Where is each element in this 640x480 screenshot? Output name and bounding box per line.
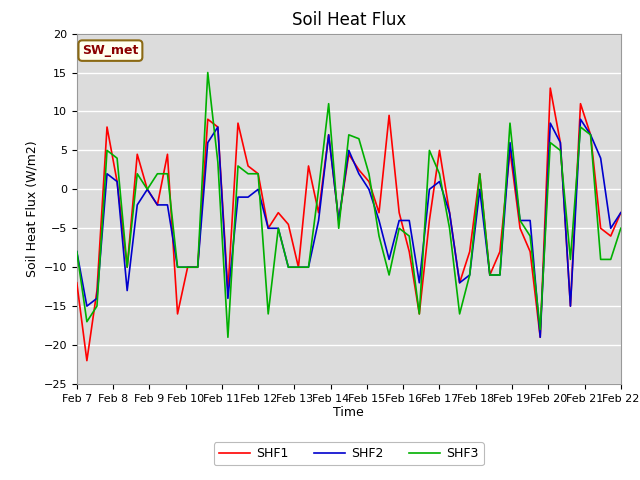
SHF1 [577,101,584,107]
SHF3 [214,159,221,165]
SHF2 [536,335,544,340]
SHF1 [607,233,614,239]
SHF1 [617,210,625,216]
Line: SHF3: SHF3 [77,72,621,337]
SHF1 [143,186,151,192]
SHF1 [547,85,554,91]
SHF3 [617,226,625,231]
SHF2 [566,303,574,309]
SHF3 [73,249,81,254]
SHF3 [577,124,584,130]
Title: Soil Heat Flux: Soil Heat Flux [292,11,406,29]
Line: SHF2: SHF2 [77,119,621,337]
SHF2 [617,210,625,216]
SHF2 [133,202,141,208]
SHF3 [133,171,141,177]
SHF3 [204,70,212,75]
Legend: SHF1, SHF2, SHF3: SHF1, SHF2, SHF3 [214,443,484,465]
Y-axis label: Soil Heat Flux (W/m2): Soil Heat Flux (W/m2) [25,141,38,277]
SHF3 [294,264,302,270]
SHF1 [285,221,292,227]
SHF3 [173,264,181,270]
SHF1 [73,280,81,286]
Text: SW_met: SW_met [82,44,139,57]
SHF2 [204,140,212,145]
SHF2 [173,264,181,270]
SHF2 [607,226,614,231]
SHF3 [607,256,614,262]
Line: SHF1: SHF1 [77,88,621,360]
SHF1 [184,264,191,270]
SHF2 [577,116,584,122]
SHF1 [83,358,91,363]
SHF1 [214,124,221,130]
X-axis label: Time: Time [333,407,364,420]
SHF3 [224,335,232,340]
SHF2 [73,249,81,254]
SHF2 [275,226,282,231]
